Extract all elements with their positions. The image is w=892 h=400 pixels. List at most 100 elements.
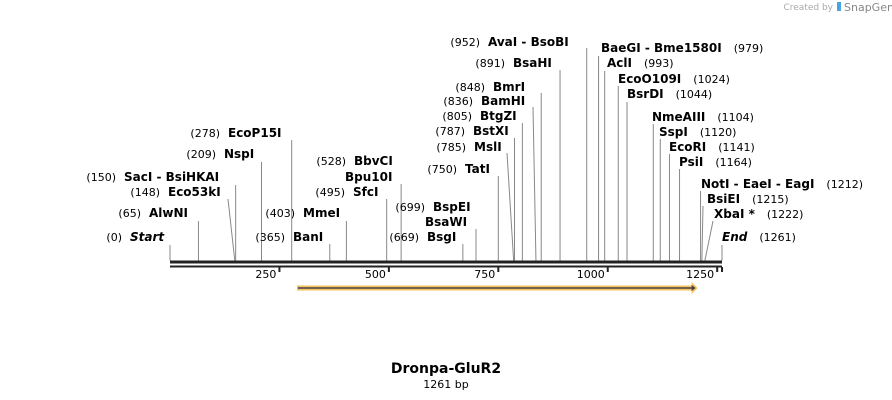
site-ecori[interactable]: EcoRI (1141) bbox=[669, 140, 755, 154]
site-position: (278) bbox=[190, 127, 220, 140]
site-avai-bsobi[interactable]: AvaI - BsoBI (952) bbox=[450, 35, 568, 49]
enzyme-name[interactable]: AvaI - BsoBI bbox=[488, 35, 569, 49]
enzyme-name[interactable]: Eco53kI bbox=[168, 185, 221, 199]
enzyme-name[interactable]: SacI - BsiHKAI bbox=[124, 170, 219, 184]
tick-label: 750 bbox=[474, 268, 495, 281]
site-position: (750) bbox=[427, 163, 457, 176]
enzyme-name[interactable]: BspEI bbox=[433, 200, 471, 214]
credit-brand: SnapGene bbox=[844, 1, 892, 14]
site-msli[interactable]: MslI (785) bbox=[436, 140, 501, 154]
site-bamhi[interactable]: BamHI (836) bbox=[443, 94, 525, 108]
enzyme-name[interactable]: TatI bbox=[465, 162, 490, 176]
tick-label: 1250 bbox=[686, 268, 714, 281]
credit-text: Created by bbox=[783, 3, 833, 13]
site-position: (805) bbox=[442, 110, 472, 123]
enzyme-name[interactable]: NmeAIII bbox=[652, 110, 705, 124]
enzyme-name[interactable]: EcoO109I bbox=[618, 72, 681, 86]
site-bsahi[interactable]: BsaHI (891) bbox=[475, 56, 552, 70]
site-start[interactable]: Start (0) bbox=[106, 230, 165, 244]
site-position: (0) bbox=[106, 231, 122, 244]
site-bsgi[interactable]: BsgI (669) bbox=[389, 230, 456, 244]
enzyme-name[interactable]: BaeGI - Bme1580I bbox=[601, 41, 722, 55]
site-position: (65) bbox=[118, 207, 141, 220]
site-bsrdi[interactable]: BsrDI (1044) bbox=[627, 87, 712, 101]
site-position: (669) bbox=[389, 231, 419, 244]
cut-line-msli bbox=[506, 152, 515, 261]
enzyme-name[interactable]: BbvCI bbox=[354, 154, 393, 168]
enzyme-name[interactable]: Start bbox=[130, 230, 165, 244]
site-end[interactable]: End (1261) bbox=[722, 230, 796, 244]
enzyme-name[interactable]: MmeI bbox=[303, 206, 340, 220]
site-alwni[interactable]: AlwNI (65) bbox=[118, 206, 188, 220]
enzyme-name[interactable]: NotI - EaeI - EagI bbox=[701, 177, 814, 191]
enzyme-name[interactable]: SfcI bbox=[353, 185, 378, 199]
site-position: (1212) bbox=[826, 178, 863, 191]
site-psii[interactable]: PsiI (1164) bbox=[679, 155, 752, 169]
site-eco53ki[interactable]: Eco53kI (148) bbox=[130, 185, 220, 199]
site-bsiei[interactable]: BsiEI (1215) bbox=[707, 192, 789, 206]
site-noti-eaei-eagi[interactable]: NotI - EaeI - EagI (1212) bbox=[701, 177, 863, 191]
site-sspi[interactable]: SspI (1120) bbox=[659, 125, 736, 139]
site-bmri[interactable]: BmrI (848) bbox=[455, 80, 525, 94]
site-bbvci[interactable]: BbvCI (528) bbox=[316, 154, 392, 168]
enzyme-name[interactable]: AclI bbox=[607, 56, 632, 70]
enzyme-name[interactable]: NspI bbox=[224, 147, 254, 161]
site-position: (1164) bbox=[715, 156, 752, 169]
site-position: (848) bbox=[455, 81, 485, 94]
enzyme-name[interactable]: BsgI bbox=[427, 230, 456, 244]
site-bpu10i[interactable]: Bpu10I bbox=[345, 170, 392, 184]
tick-label: 500 bbox=[365, 268, 386, 281]
arrowhead-icon bbox=[691, 285, 696, 291]
site-tati[interactable]: TatI (750) bbox=[427, 162, 490, 176]
site-bspei[interactable]: BspEI (699) bbox=[395, 200, 470, 214]
site-bstxi[interactable]: BstXI (787) bbox=[435, 124, 508, 138]
site-nmeaiii[interactable]: NmeAIII (1104) bbox=[652, 110, 754, 124]
enzyme-name[interactable]: BsiEI bbox=[707, 192, 740, 206]
site-btgzi[interactable]: BtgZI (805) bbox=[442, 109, 516, 123]
enzyme-name[interactable]: BmrI bbox=[493, 80, 525, 94]
site-baegi-bme1580i[interactable]: BaeGI - Bme1580I (979) bbox=[601, 41, 763, 55]
site-nspi[interactable]: NspI (209) bbox=[186, 147, 254, 161]
site-acli[interactable]: AclI (993) bbox=[607, 56, 674, 70]
enzyme-name[interactable]: BanI bbox=[293, 230, 323, 244]
enzyme-name[interactable]: EcoP15I bbox=[228, 126, 282, 140]
enzyme-name[interactable]: BtgZI bbox=[480, 109, 517, 123]
site-saci-bsihkai[interactable]: SacI - BsiHKAI (150) bbox=[86, 170, 219, 184]
site-position: (1024) bbox=[693, 73, 730, 86]
enzyme-name[interactable]: Bpu10I bbox=[345, 170, 392, 184]
enzyme-name[interactable]: BsrDI bbox=[627, 87, 664, 101]
enzyme-name[interactable]: BamHI bbox=[481, 94, 525, 108]
site-mmei[interactable]: MmeI (403) bbox=[265, 206, 340, 220]
site-ecop15i[interactable]: EcoP15I (278) bbox=[190, 126, 281, 140]
enzyme-name[interactable]: End bbox=[722, 230, 748, 244]
cut-line-bsiei bbox=[701, 205, 704, 261]
site-bsawi[interactable]: BsaWI bbox=[425, 215, 467, 229]
enzyme-name[interactable]: XbaI * bbox=[714, 207, 756, 221]
site-position: (787) bbox=[435, 125, 465, 138]
site-position: (148) bbox=[130, 186, 160, 199]
site-position: (1141) bbox=[718, 141, 755, 154]
enzyme-name[interactable]: EcoRI bbox=[669, 140, 706, 154]
cut-line-xbai bbox=[704, 220, 714, 261]
site-position: (1222) bbox=[767, 208, 804, 221]
feature-arrow[interactable] bbox=[296, 282, 698, 294]
enzyme-name[interactable]: BstXI bbox=[473, 124, 509, 138]
site-position: (979) bbox=[734, 42, 764, 55]
sequence-name: Dronpa-GluR2 bbox=[391, 361, 501, 377]
site-ecoo109i[interactable]: EcoO109I (1024) bbox=[618, 72, 730, 86]
site-bani[interactable]: BanI (365) bbox=[255, 230, 323, 244]
enzyme-name[interactable]: AlwNI bbox=[149, 206, 188, 220]
enzyme-name[interactable]: SspI bbox=[659, 125, 688, 139]
site-position: (209) bbox=[186, 148, 216, 161]
enzyme-name[interactable]: BsaWI bbox=[425, 215, 467, 229]
enzyme-name[interactable]: MslI bbox=[474, 140, 502, 154]
site-sfci[interactable]: SfcI (495) bbox=[315, 185, 378, 199]
snapgene-logo-icon bbox=[837, 2, 841, 11]
site-position: (785) bbox=[436, 141, 466, 154]
sequence-length: 1261 bp bbox=[423, 378, 468, 391]
enzyme-name[interactable]: BsaHI bbox=[513, 56, 552, 70]
enzyme-name[interactable]: PsiI bbox=[679, 155, 703, 169]
site-xbai[interactable]: XbaI * (1222) bbox=[714, 207, 803, 221]
cut-line-bamhi bbox=[532, 106, 537, 261]
